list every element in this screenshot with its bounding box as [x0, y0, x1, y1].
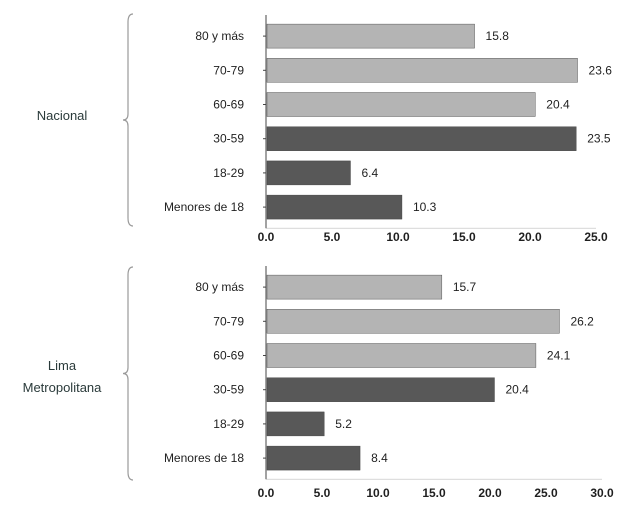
- x-tick-label: 5.0: [324, 230, 341, 244]
- category-label: 80 y más: [195, 29, 244, 43]
- category-label: Menores de 18: [164, 451, 244, 465]
- category-label: 70-79: [213, 314, 244, 328]
- panel-lima-metropolitana: 80 y más 15.7 70-79 26.2 60-69 24.1 30-59 20.4 1…: [23, 266, 614, 500]
- bar: [266, 343, 537, 368]
- category-label: 80 y más: [195, 280, 244, 294]
- group-label: Nacional: [37, 108, 88, 123]
- value-label: 15.7: [453, 280, 477, 294]
- bar: [266, 445, 361, 471]
- group-label: Lima Metropolitana: [23, 358, 103, 395]
- x-tick-label: 15.0: [452, 230, 476, 244]
- bar: [266, 411, 325, 437]
- value-label: 20.4: [546, 98, 570, 112]
- x-tick-label: 10.0: [366, 486, 390, 500]
- value-label: 10.3: [413, 200, 437, 214]
- value-label: 6.4: [361, 166, 378, 180]
- value-label: 20.4: [505, 383, 529, 397]
- x-tick-label: 5.0: [314, 486, 331, 500]
- x-tick-label: 20.0: [478, 486, 502, 500]
- bar: [266, 274, 443, 300]
- x-tick-label: 15.0: [422, 486, 446, 500]
- bar: [266, 160, 351, 186]
- x-tick-label: 20.0: [518, 230, 542, 244]
- group-brace: [122, 266, 134, 481]
- value-label: 23.6: [589, 63, 613, 77]
- category-label: 30-59: [213, 383, 244, 397]
- x-tick-label: 25.0: [534, 486, 558, 500]
- x-tick-label: 0.0: [258, 486, 275, 500]
- category-label: 60-69: [213, 98, 244, 112]
- value-label: 23.5: [587, 132, 611, 146]
- value-label: 26.2: [570, 314, 594, 328]
- x-tick-label: 25.0: [584, 230, 608, 244]
- category-label: 30-59: [213, 132, 244, 146]
- bar: [266, 194, 403, 220]
- value-label: 15.8: [486, 29, 510, 43]
- category-label: 70-79: [213, 63, 244, 77]
- x-tick-label: 0.0: [258, 230, 275, 244]
- value-label: 8.4: [371, 451, 388, 465]
- category-label: 18-29: [213, 417, 244, 431]
- x-tick-label: 30.0: [590, 486, 614, 500]
- value-label: 24.1: [547, 349, 571, 363]
- category-label: 60-69: [213, 349, 244, 363]
- bar: [266, 126, 577, 151]
- bar: [266, 309, 560, 334]
- bar: [266, 58, 578, 83]
- bar: [266, 377, 495, 402]
- x-tick-label: 10.0: [386, 230, 410, 244]
- panel-nacional: 80 y más 15.8 70-79 23.6 60-69 20.4 30-59 23.5 1…: [37, 13, 613, 244]
- bar: [266, 92, 536, 117]
- category-label: Menores de 18: [164, 200, 244, 214]
- value-label: 5.2: [335, 417, 352, 431]
- group-brace: [122, 13, 134, 227]
- bar: [266, 23, 475, 49]
- category-label: 18-29: [213, 166, 244, 180]
